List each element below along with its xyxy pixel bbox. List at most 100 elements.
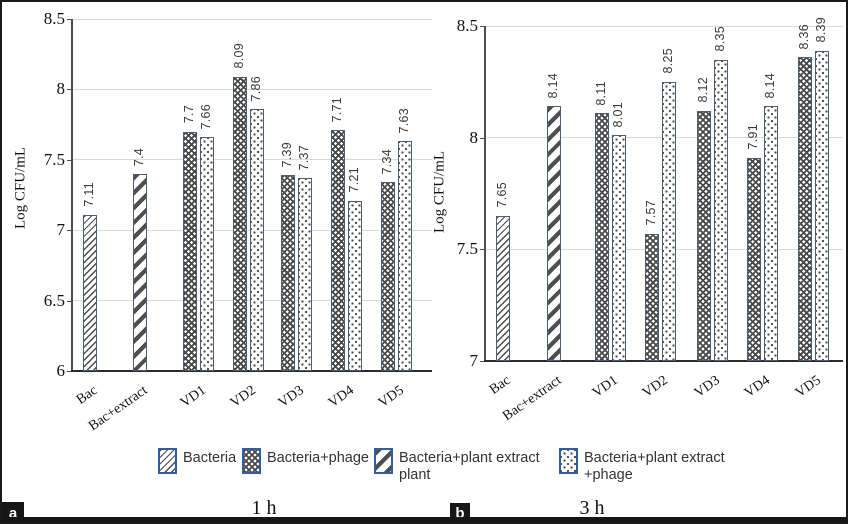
bar: [182, 131, 197, 371]
bar: [746, 157, 761, 361]
y-tick-label: 7.5: [456, 239, 478, 259]
legend-label: Bacteria: [183, 450, 237, 466]
bar-value-label: 7.63: [396, 107, 411, 134]
y-axis-title: Log CFU/mL: [431, 150, 448, 234]
legend-label: Bacteria+plant extract plant: [399, 450, 540, 483]
bar-value-label: 8.09: [231, 43, 246, 69]
legend-label: Bacteria+plant extract +phage: [584, 450, 725, 483]
x-category-label: VD2: [639, 373, 671, 401]
x-category-label: VD3: [275, 383, 307, 411]
bar-value-label: 7.57: [643, 200, 658, 226]
y-tick-label: 8: [469, 127, 479, 147]
bar-value-label: 7.86: [248, 75, 263, 102]
y-tick-label: 6: [56, 361, 66, 380]
y-tick-mark: [67, 89, 72, 91]
bar-value-label: 8.01: [610, 101, 625, 128]
y-tick-label: 7: [56, 220, 66, 240]
y-tick-mark: [67, 371, 72, 372]
bar: [496, 215, 510, 361]
bar: [814, 50, 829, 361]
bar-value-label: 7.37: [296, 144, 311, 171]
bar-value-label: 7.7: [181, 105, 196, 124]
y-tick-mark: [480, 361, 485, 362]
bar: [232, 76, 247, 371]
bar: [644, 233, 659, 361]
bar-value-label: 7.11: [82, 182, 96, 207]
bar: [199, 137, 214, 371]
bar-value-label: 7.4: [132, 147, 146, 166]
y-tick-mark: [480, 249, 485, 251]
y-axis-line: [71, 19, 73, 371]
bar: [661, 81, 676, 361]
bar-value-label: 7.34: [379, 148, 394, 175]
y-tick-mark: [67, 300, 72, 302]
bar-value-label: 8.36: [796, 23, 811, 50]
bar-value-label: 8.11: [593, 80, 608, 106]
legend-item: Bacteria+plant extract +phage: [559, 448, 725, 484]
x-category-label: VD4: [741, 373, 773, 401]
bar-value-label: 7.39: [279, 141, 294, 168]
bar-value-label: 7.66: [198, 103, 213, 130]
legend-swatch-weave-icon: [242, 448, 261, 474]
bar: [696, 110, 711, 361]
x-axis-line: [71, 370, 432, 372]
bar: [397, 141, 412, 371]
x-category-label: VD3: [691, 373, 723, 401]
legend-item: Bacteria+plant extract plant: [374, 448, 540, 484]
bar-value-label: 7.71: [329, 96, 344, 123]
bar: [763, 106, 778, 361]
bar: [347, 200, 362, 371]
x-category-label: VD4: [325, 383, 357, 411]
bar-value-label: 7.65: [495, 182, 509, 208]
bar: [594, 113, 609, 361]
bar-value-label: 8.25: [660, 48, 675, 74]
legend-item: Bacteria: [158, 448, 236, 474]
y-tick-label: 7: [469, 351, 479, 370]
legend-swatch-dots-icon: [559, 448, 578, 474]
legend-swatch-fine-hatch-icon: [158, 448, 177, 474]
y-tick-label: 7.5: [43, 149, 65, 169]
bar-value-label: 8.12: [695, 77, 710, 103]
x-category-label: VD5: [792, 373, 824, 401]
y-tick-mark: [67, 19, 72, 20]
bar: [133, 173, 147, 371]
y-tick-mark: [480, 26, 485, 27]
y-tick-label: 6.5: [43, 290, 65, 310]
y-tick-label: 8.5: [456, 16, 478, 35]
y-tick-mark: [67, 230, 72, 232]
panel-caption: 3 h: [579, 497, 605, 519]
y-gridline: [72, 88, 432, 90]
legend-swatch-bold-stripe-icon: [374, 448, 393, 474]
x-category-label: VD5: [375, 383, 407, 411]
x-category-label: Bac: [74, 383, 101, 408]
y-tick-mark: [67, 159, 72, 161]
y-tick-label: 8: [56, 79, 66, 99]
bar-value-label: 8.14: [546, 72, 560, 99]
bar-value-label: 8.39: [813, 17, 828, 43]
x-category-label: VD1: [589, 373, 621, 401]
bar: [547, 106, 561, 361]
panel-caption: 1 h: [251, 497, 277, 519]
y-axis-line: [484, 26, 486, 361]
bar: [83, 214, 97, 371]
bar: [611, 135, 626, 361]
bar: [713, 59, 728, 361]
x-axis-line: [484, 360, 843, 362]
bar-value-label: 8.35: [712, 25, 727, 52]
bar: [330, 130, 345, 371]
figure-bottom-border: [2, 517, 846, 522]
bar-value-label: 7.21: [346, 167, 361, 193]
legend-item: Bacteria+phage: [242, 448, 369, 474]
y-gridline: [72, 18, 432, 20]
bar: [797, 57, 812, 361]
bar-value-label: 8.14: [762, 72, 777, 99]
x-category-label: Bac: [487, 373, 514, 398]
y-tick-label: 8.5: [43, 9, 65, 28]
legend-label: Bacteria+phage: [267, 450, 369, 466]
bar-value-label: 7.91: [745, 124, 760, 150]
x-category-label: VD2: [227, 383, 259, 411]
bar: [297, 178, 312, 371]
bar: [280, 175, 295, 371]
y-gridline: [485, 25, 843, 27]
